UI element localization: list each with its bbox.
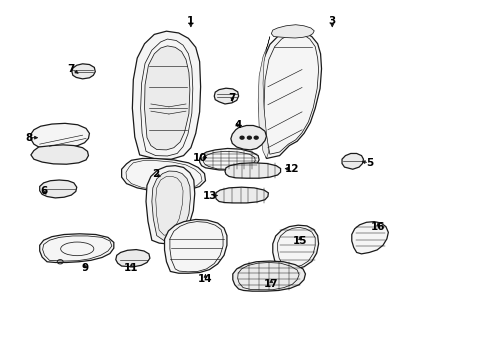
Polygon shape xyxy=(146,166,194,244)
Polygon shape xyxy=(164,220,226,273)
Polygon shape xyxy=(259,31,321,158)
Text: 3: 3 xyxy=(328,17,335,27)
Circle shape xyxy=(247,136,251,139)
Text: 6: 6 xyxy=(40,186,47,197)
Polygon shape xyxy=(72,64,95,79)
Polygon shape xyxy=(152,171,190,241)
Polygon shape xyxy=(116,249,150,267)
Circle shape xyxy=(240,136,244,139)
Polygon shape xyxy=(144,46,189,150)
Polygon shape xyxy=(272,225,318,269)
Text: 16: 16 xyxy=(370,222,385,232)
Text: 9: 9 xyxy=(81,263,88,273)
Text: 7: 7 xyxy=(67,64,75,74)
Text: 15: 15 xyxy=(292,236,307,246)
Text: 4: 4 xyxy=(234,121,242,130)
Polygon shape xyxy=(232,261,305,291)
Polygon shape xyxy=(31,123,89,148)
Text: 10: 10 xyxy=(192,153,206,163)
Polygon shape xyxy=(40,180,77,198)
Text: 2: 2 xyxy=(152,168,159,179)
Polygon shape xyxy=(224,163,280,178)
Text: 7: 7 xyxy=(228,93,236,103)
Polygon shape xyxy=(199,148,259,170)
Text: 8: 8 xyxy=(25,133,33,143)
Polygon shape xyxy=(351,222,387,254)
Text: 14: 14 xyxy=(198,274,212,284)
Polygon shape xyxy=(132,31,200,159)
Text: 13: 13 xyxy=(203,191,217,201)
Polygon shape xyxy=(341,153,363,169)
Text: 12: 12 xyxy=(285,164,299,174)
Polygon shape xyxy=(214,88,238,104)
Text: 1: 1 xyxy=(187,17,194,27)
Polygon shape xyxy=(258,37,269,158)
Polygon shape xyxy=(31,145,88,164)
Text: 17: 17 xyxy=(264,279,278,289)
Polygon shape xyxy=(122,158,205,192)
Polygon shape xyxy=(230,126,266,150)
Polygon shape xyxy=(40,234,114,262)
Text: 11: 11 xyxy=(124,263,138,273)
Text: 5: 5 xyxy=(365,158,372,168)
Circle shape xyxy=(254,136,258,139)
Polygon shape xyxy=(271,25,314,38)
Polygon shape xyxy=(215,187,268,203)
